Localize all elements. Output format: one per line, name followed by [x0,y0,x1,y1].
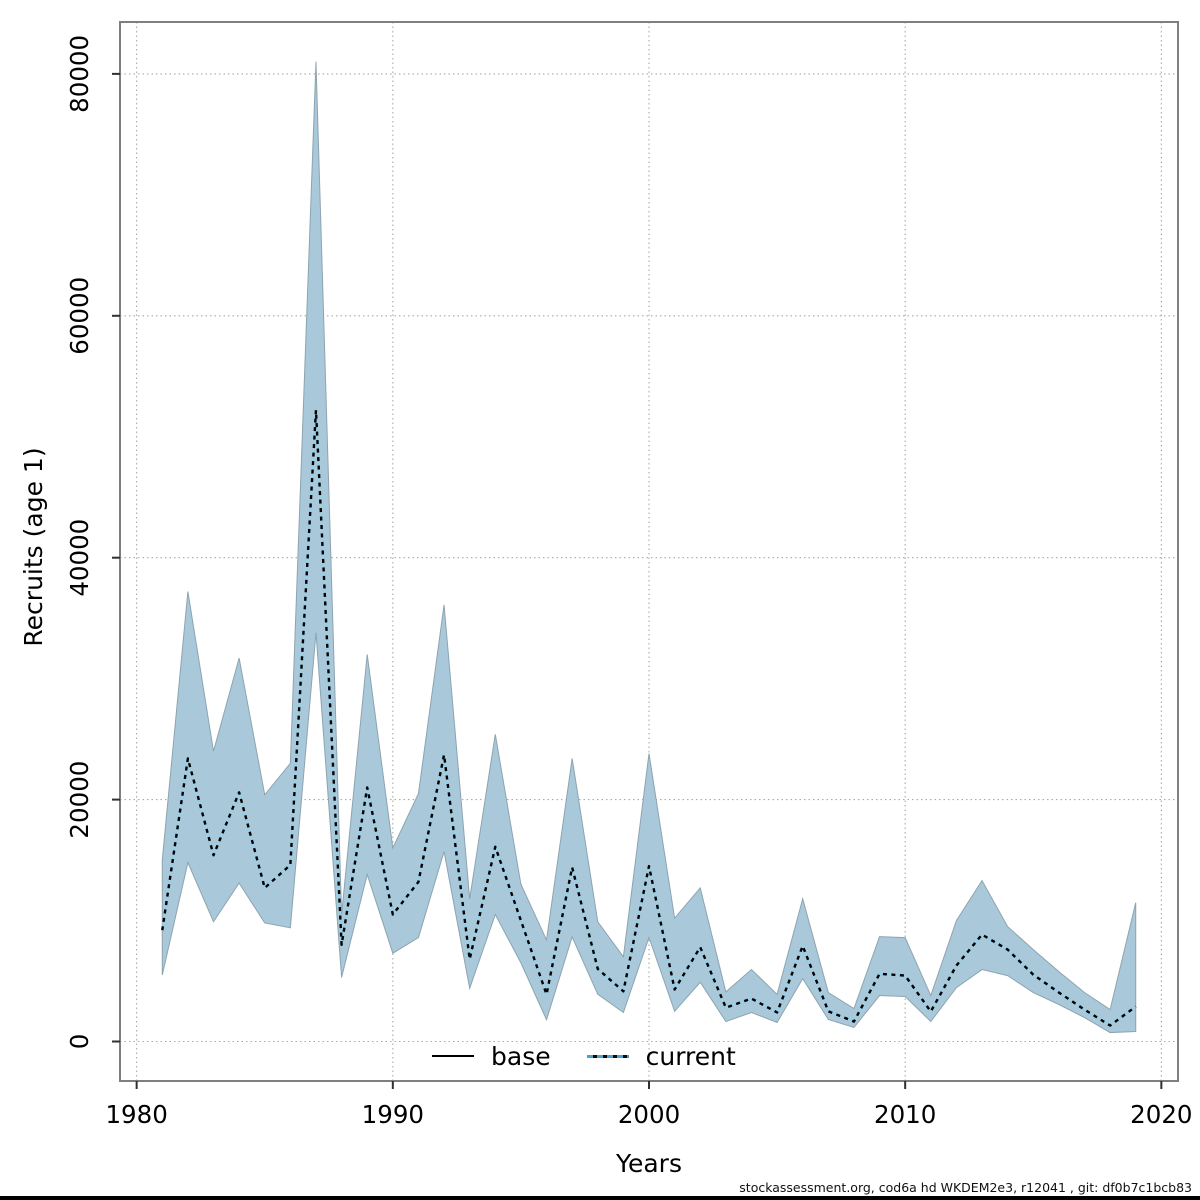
x-tick-label: 2010 [874,1100,936,1129]
footer-credit: stockassessment.org, cod6a hd WKDEM2e3, … [739,1180,1192,1195]
y-tick-label: 0 [65,1034,94,1050]
legend: base current [432,1041,736,1071]
base-line-sample [432,1054,474,1058]
x-tick-label: 2020 [1130,1100,1192,1129]
y-tick-label: 40000 [65,519,94,597]
current-line-sample [586,1054,629,1058]
plot-area: 1980 1990 2000 2010 2020 0 20000 40000 60000 8000… [65,21,1193,1129]
legend-item-base: base [432,1042,551,1071]
y-tick-label: 80000 [65,35,94,113]
y-tick-label: 60000 [65,277,94,355]
x-tick-label: 2000 [618,1100,680,1129]
x-tick-label: 1990 [362,1100,424,1129]
legend-base-label: base [491,1041,551,1071]
x-axis-label: Years [615,1149,682,1178]
bottom-border [0,1196,1200,1200]
confidence-band [161,61,1137,1034]
current-line [161,408,1137,1027]
y-axis-label: Recruits (age 1) [19,447,48,646]
y-tick-label: 20000 [65,761,94,839]
x-tick-label: 1980 [105,1100,167,1129]
legend-current-label: current [645,1041,736,1071]
legend-item-current: current [586,1041,736,1071]
